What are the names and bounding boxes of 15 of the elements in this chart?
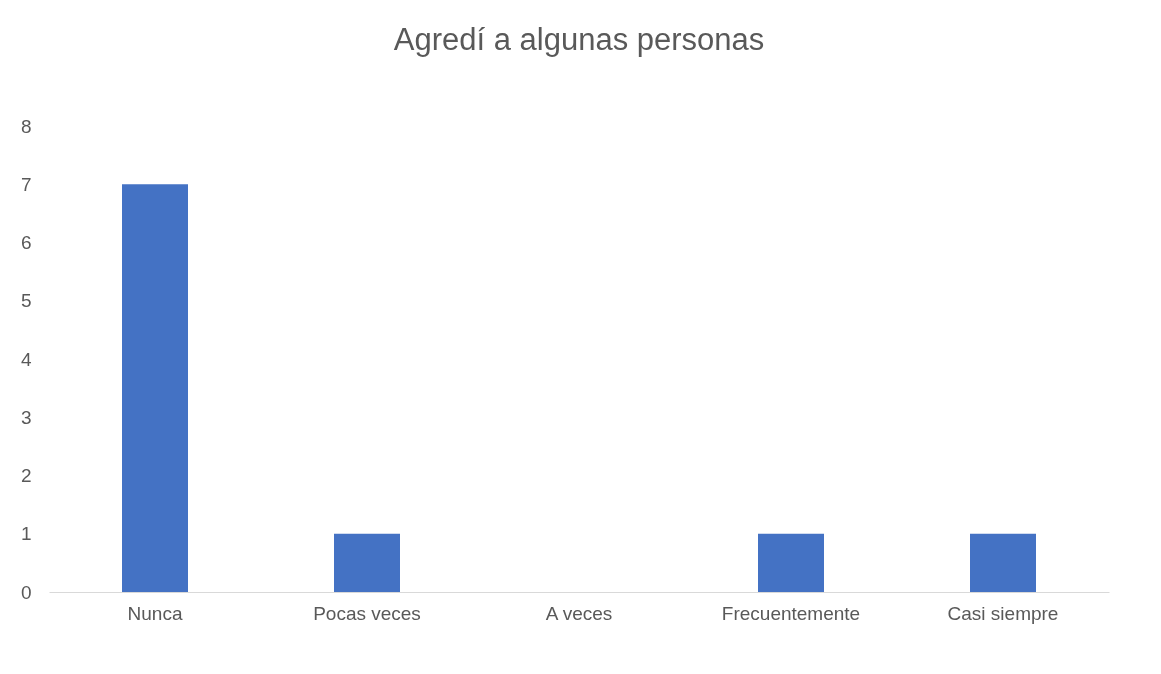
y-tick-label: 2 — [20, 465, 32, 486]
y-tick-label: 5 — [20, 290, 32, 312]
y-tick-label: 7 — [20, 173, 32, 195]
x-tick-label: Frecuentemente — [721, 602, 861, 624]
y-tick-label: 8 — [20, 115, 32, 137]
chart-title: Agredí a algunas personas — [393, 22, 765, 57]
y-tick-label: 4 — [20, 348, 32, 370]
x-tick-label: Casi siempre — [947, 602, 1059, 624]
x-tick-label: Pocas veces — [313, 602, 421, 624]
x-tick-label: A veces — [545, 602, 613, 624]
y-tick-label: 1 — [20, 523, 32, 545]
y-tick-label: 0 — [20, 581, 32, 603]
y-tick-label: 3 — [20, 406, 32, 428]
x-tick-label: Nunca — [127, 602, 183, 624]
y-tick-label: 6 — [20, 232, 32, 253]
